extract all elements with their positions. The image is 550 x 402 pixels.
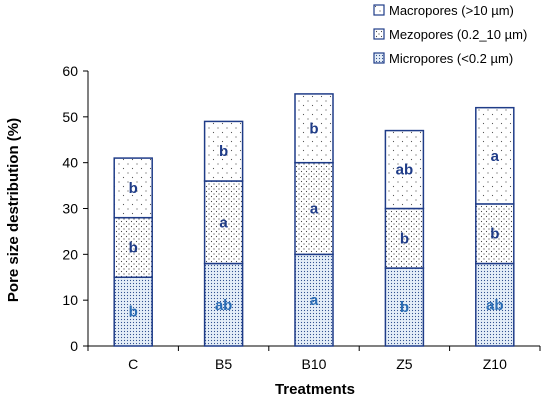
y-tick-label: 40 bbox=[62, 155, 78, 171]
y-axis: 0 10 20 30 40 50 60 bbox=[62, 63, 89, 354]
y-tick-label: 20 bbox=[62, 246, 78, 262]
y-axis-title: Pore size destribution (%) bbox=[5, 118, 22, 302]
significance-label: b bbox=[129, 239, 138, 256]
x-tick-label: B10 bbox=[302, 356, 327, 372]
x-axis: C B5 B10 Z5 Z10 bbox=[87, 345, 541, 372]
significance-label: b bbox=[400, 299, 409, 316]
bar-segment bbox=[475, 203, 515, 265]
bar-segment bbox=[113, 276, 153, 347]
legend-swatch bbox=[373, 52, 385, 64]
x-tick-label: C bbox=[128, 356, 138, 372]
bar-segment bbox=[113, 157, 153, 219]
legend-label: Macropores (>10 µm) bbox=[389, 3, 514, 18]
legend-label: Mezopores (0.2_10 µm) bbox=[389, 27, 527, 42]
significance-label: ab bbox=[396, 162, 414, 179]
significance-label: a bbox=[491, 148, 500, 165]
x-tick-label: B5 bbox=[215, 356, 232, 372]
bar-segment bbox=[475, 106, 515, 205]
y-tick-label: 30 bbox=[62, 201, 78, 217]
significance-label: a bbox=[219, 214, 228, 231]
y-tick-label: 60 bbox=[62, 63, 78, 79]
significance-label: b bbox=[219, 143, 228, 160]
significance-label: ab bbox=[215, 297, 233, 314]
significance-label: b bbox=[400, 230, 409, 247]
significance-label: b bbox=[309, 120, 318, 137]
x-axis-title: Treatments bbox=[275, 381, 355, 398]
x-tick-label: Z5 bbox=[396, 356, 413, 372]
legend-label: Micropores (<0.2 µm) bbox=[389, 51, 513, 66]
bar-segment bbox=[294, 93, 334, 164]
bar-segment bbox=[384, 207, 425, 269]
legend-swatch bbox=[373, 28, 385, 40]
bar-segment bbox=[384, 129, 425, 210]
significance-label: a bbox=[310, 292, 319, 309]
bar-segment bbox=[475, 262, 515, 347]
significance-label: b bbox=[129, 180, 138, 197]
legend-swatch bbox=[373, 4, 385, 16]
significance-label: b bbox=[129, 304, 138, 321]
x-tick-label: Z10 bbox=[483, 356, 507, 372]
y-tick-label: 50 bbox=[62, 109, 78, 125]
y-tick-label: 10 bbox=[62, 292, 78, 308]
significance-label: ab bbox=[486, 297, 504, 314]
y-tick-label: 0 bbox=[70, 338, 78, 354]
bar-segment bbox=[203, 120, 244, 182]
bar-segment bbox=[384, 267, 425, 347]
bar-segment bbox=[203, 262, 244, 347]
significance-label: b bbox=[490, 226, 499, 243]
bar-segment bbox=[203, 180, 244, 265]
significance-label: a bbox=[310, 201, 319, 218]
bar-segment bbox=[294, 161, 334, 256]
legend: Macropores (>10 µm) Mezopores (0.2_10 µm)… bbox=[373, 3, 527, 66]
